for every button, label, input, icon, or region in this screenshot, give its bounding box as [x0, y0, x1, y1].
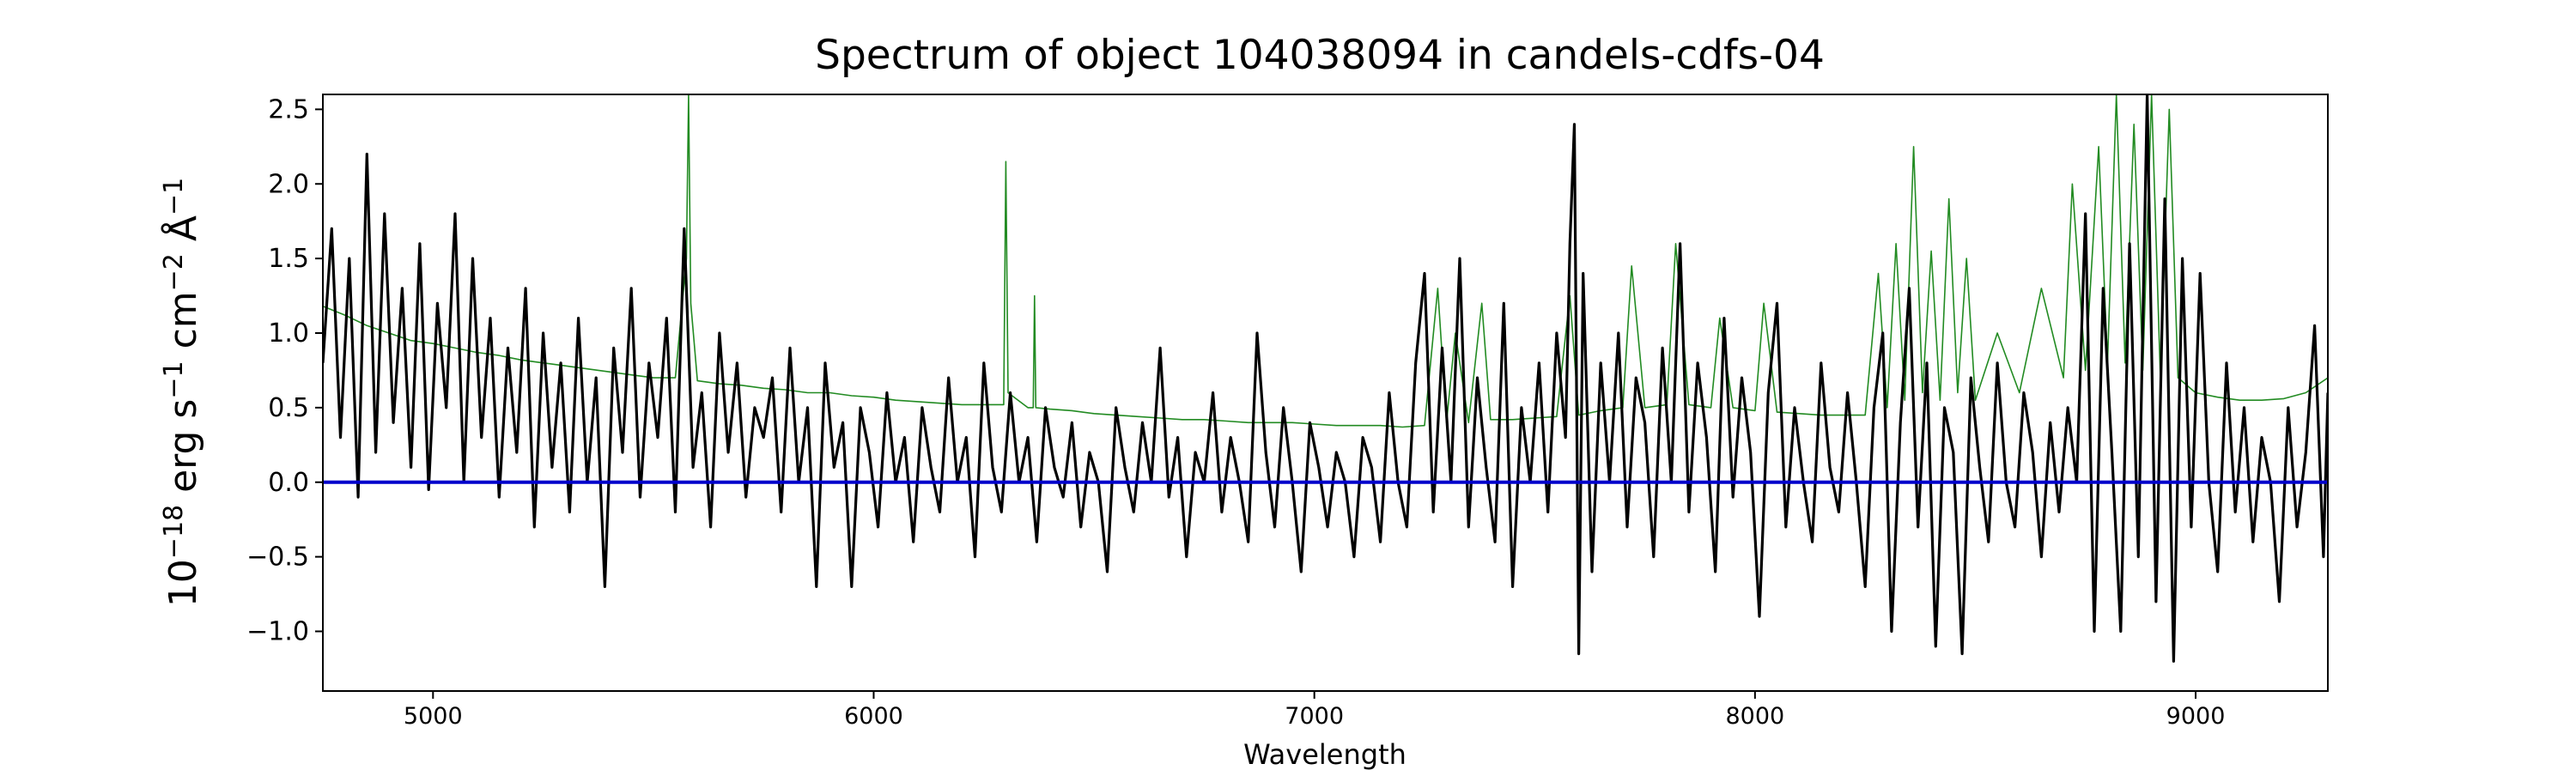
x-axis-label: Wavelength — [1243, 738, 1406, 771]
x-tick-label: 9000 — [2166, 703, 2226, 730]
y-axis-label-unit: cm — [161, 291, 205, 361]
y-tick-label: 2.0 — [268, 169, 309, 199]
plot-series-group — [323, 94, 2328, 663]
y-tick-label: 1.5 — [268, 244, 309, 274]
y-axis-label-exponent: −2 — [159, 253, 189, 291]
x-tick-label: 8000 — [1725, 703, 1784, 730]
y-axis-label-unit: 10 — [161, 559, 205, 607]
series-line-error — [323, 94, 2328, 428]
x-axis: 5000 6000 7000 8000 9000 — [404, 691, 2225, 730]
plot-frame — [322, 94, 2329, 692]
x-tick-label: 6000 — [844, 703, 903, 730]
y-axis-label-exponent: −1 — [159, 361, 189, 398]
y-tick-label: 0.0 — [268, 468, 309, 498]
x-tick-label: 7000 — [1285, 703, 1344, 730]
series-line-flux — [323, 94, 2328, 663]
y-tick-label: 1.0 — [268, 318, 309, 349]
y-axis-label-exponent: −18 — [159, 505, 189, 559]
y-axis-label-unit: erg s — [161, 399, 205, 505]
y-axis-label-unit: Å — [160, 215, 205, 253]
y-axis-label: 10−18 erg s−1 cm−2 Å−1 — [159, 178, 205, 607]
x-tick-label: 5000 — [404, 703, 463, 730]
y-tick-label: 2.5 — [268, 94, 309, 124]
y-axis-label-exponent: −1 — [159, 178, 189, 215]
y-tick-label: 0.5 — [268, 393, 309, 423]
y-axis: −1.0 −0.5 0.0 0.5 1.0 1.5 2.0 2.5 — [246, 94, 323, 647]
chart-title: Spectrum of object 104038094 in candels-… — [815, 32, 1825, 79]
y-tick-label: −0.5 — [246, 543, 309, 573]
y-tick-label: −1.0 — [246, 617, 309, 647]
